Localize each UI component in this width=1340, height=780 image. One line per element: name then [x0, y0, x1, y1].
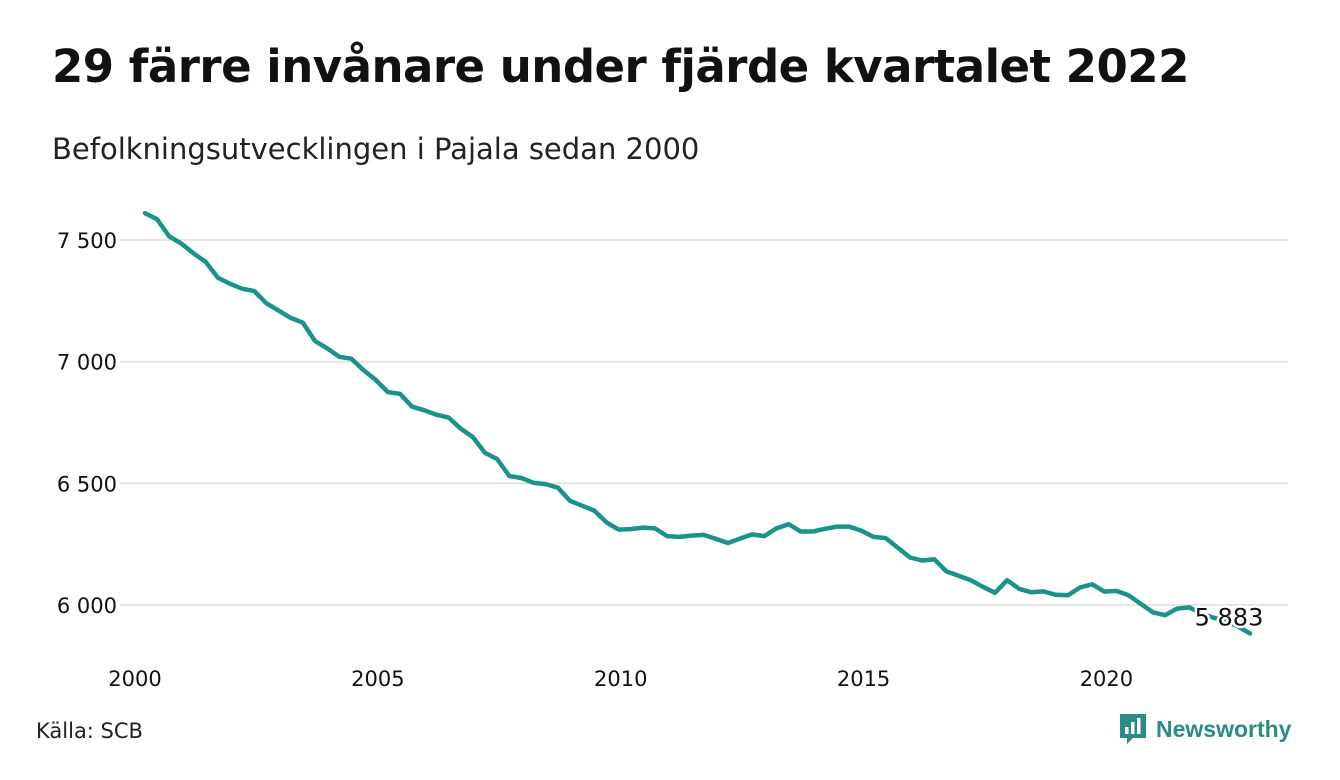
brand-logo: Newsworthy — [1118, 712, 1291, 746]
gridlines — [120, 239, 1288, 606]
x-tick-label: 2010 — [594, 667, 647, 691]
x-tick-label: 2015 — [837, 667, 890, 691]
newsworthy-logo-icon — [1120, 714, 1146, 744]
chart-title: 29 färre invånare under fjärde kvartalet… — [52, 40, 1189, 93]
x-tick-label: 2005 — [351, 667, 404, 691]
y-axis-ticks: 6 000 6 500 7 000 7 500 — [57, 229, 117, 618]
brand-name: Newsworthy — [1156, 715, 1292, 742]
y-tick-label: 6 500 — [57, 472, 117, 496]
source-note: Källa: SCB — [36, 719, 143, 743]
x-tick-label: 2000 — [108, 667, 161, 691]
y-tick-label: 7 000 — [57, 351, 117, 375]
y-tick-label: 7 500 — [57, 229, 117, 253]
chart-subtitle: Befolkningsutvecklingen i Pajala sedan 2… — [52, 132, 700, 166]
x-axis-ticks: 2000 2005 2010 2015 2020 — [108, 667, 1133, 691]
end-value-label: 5 883 — [1195, 603, 1264, 631]
population-line — [142, 210, 1253, 636]
x-tick-label: 2020 — [1080, 667, 1133, 691]
y-tick-label: 6 000 — [57, 594, 117, 618]
